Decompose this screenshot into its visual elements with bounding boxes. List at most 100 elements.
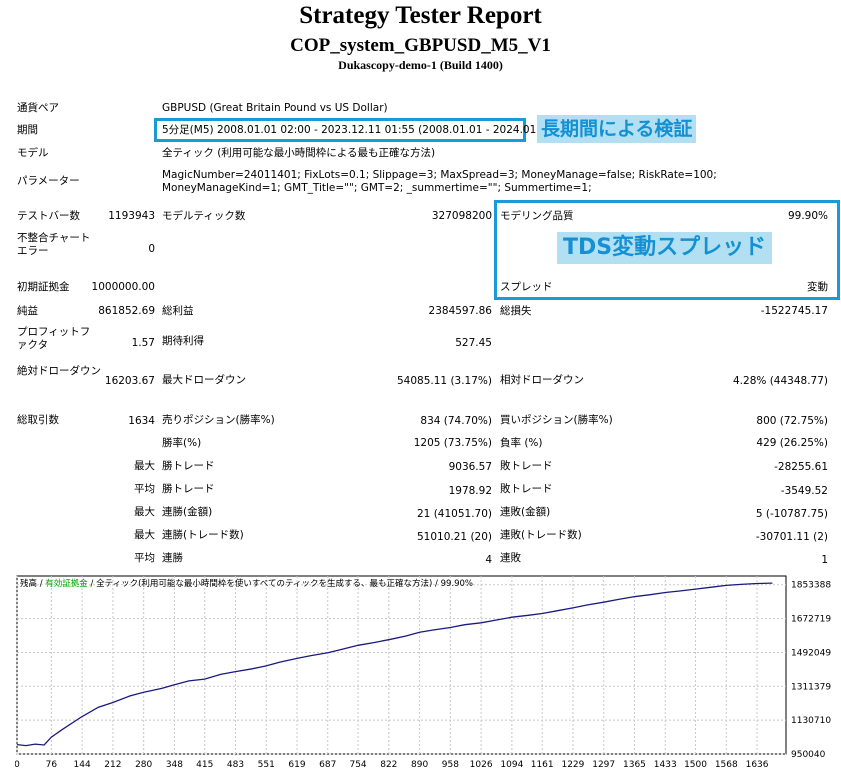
max-consecutive-wins-value: 21 (41051.70) [417, 508, 492, 520]
y-tick-label: 1492049 [791, 648, 831, 658]
chart-legend: 残高 / 有効証拠金 / 全ティック(利用可能な最小時間枠を使いすべてのティック… [20, 577, 473, 589]
long-positions-value: 800 (72.75%) [756, 415, 828, 427]
spread-label: スプレッド [500, 281, 553, 293]
row-avg-label: 平均 [134, 483, 155, 495]
report-subtitle: COP_system_GBPUSD_M5_V1 [290, 35, 551, 56]
row-max-label-3: 最大 [134, 529, 155, 541]
x-tick-label: 1568 [715, 760, 738, 770]
gross-loss-value: -1522745.17 [760, 305, 828, 317]
x-tick-label: 1161 [531, 760, 554, 770]
short-positions-value: 834 (74.70%) [420, 415, 492, 427]
absolute-drawdown-label: 絶対ドローダウン [17, 365, 101, 377]
gross-profit-label: 総利益 [162, 305, 194, 317]
max-consecutive-profit-value: 51010.21 (20) [417, 531, 492, 543]
bars-value: 1193943 [108, 210, 155, 222]
avg-loss-label: 敗トレード [500, 483, 553, 495]
avg-win-value: 1978.92 [448, 485, 492, 497]
gross-profit-value: 2384597.86 [428, 305, 492, 317]
x-tick-label: 212 [104, 760, 121, 770]
y-tick-label: 1311379 [791, 682, 831, 692]
x-tick-label: 144 [74, 760, 91, 770]
largest-win-value: 9036.57 [448, 461, 492, 473]
total-trades-value: 1634 [128, 415, 155, 427]
x-tick-label: 1433 [654, 760, 677, 770]
report-title: Strategy Tester Report [299, 2, 542, 29]
x-tick-label: 1094 [500, 760, 523, 770]
x-tick-label: 687 [319, 760, 336, 770]
row-max-label-2: 最大 [134, 506, 155, 518]
legend-margin: 有効証拠金 [45, 579, 88, 589]
model-value: 全ティック (利用可能な最小時間枠による最も正確な方法) [162, 147, 436, 159]
max-consecutive-loss-label: 連敗(トレード数) [500, 529, 582, 541]
legend-model: 全ティック(利用可能な最小時間枠を使いすべてのティックを生成する、最も正確な方法… [96, 579, 433, 589]
ticks-value: 327098200 [431, 210, 492, 222]
avg-consecutive-wins-label: 連勝 [162, 552, 183, 564]
balance-line [16, 582, 773, 747]
win-rate-label: 勝率(%) [162, 437, 202, 449]
x-tick-label: 958 [442, 760, 459, 770]
avg-win-label: 勝トレード [162, 483, 215, 495]
win-rate-value: 1205 (73.75%) [413, 437, 492, 449]
row-max-label: 最大 [134, 460, 155, 472]
spread-annotation: TDS変動スプレッド [557, 232, 773, 264]
legend-separator: / [87, 579, 97, 589]
net-profit-label: 純益 [17, 305, 38, 317]
relative-drawdown-value: 4.28% (44348.77) [733, 375, 828, 387]
long-positions-label: 買いポジション(勝率%) [500, 414, 613, 426]
y-tick-label: 1672719 [791, 615, 831, 625]
parameters-value: MagicNumber=24011401; FixLots=0.1; Slipp… [162, 169, 717, 194]
largest-loss-label: 敗トレード [500, 460, 553, 472]
x-tick-label: 1026 [470, 760, 493, 770]
legend-separator: / [37, 579, 46, 589]
balance-chart: 0 76 144 212 280 348 415 483 551 619 687 754 822 890 9… [15, 574, 841, 775]
largest-loss-value: -28255.61 [774, 461, 828, 473]
server-name: Dukascopy-demo-1 (Build 1400) [338, 58, 503, 72]
period-annotation: 長期間による検証 [537, 115, 697, 143]
absolute-drawdown-value: 16203.67 [104, 375, 155, 387]
x-tick-label: 280 [135, 760, 152, 770]
symbol-label: 通貨ペア [17, 102, 59, 114]
profit-factor-label: プロフィットファクタ [17, 326, 91, 351]
x-tick-label: 822 [380, 760, 397, 770]
x-tick-label: 1500 [684, 760, 707, 770]
x-tick-label: 415 [196, 760, 213, 770]
x-tick-label: 76 [46, 760, 58, 770]
loss-rate-value: 429 (26.25%) [756, 437, 828, 449]
avg-consecutive-wins-value: 4 [485, 554, 492, 566]
balance-chart-svg: 0 76 144 212 280 348 415 483 551 619 687 754 822 890 9… [15, 575, 831, 770]
x-tick-label: 1365 [623, 760, 646, 770]
model-label: モデル [17, 147, 49, 159]
parameters-label: パラメーター [17, 175, 80, 187]
spread-value: 変動 [807, 281, 828, 293]
deposit-value: 1000000.00 [91, 281, 155, 293]
net-profit-value: 861852.69 [98, 305, 155, 317]
max-consecutive-losses-label: 連敗(金額) [500, 506, 551, 518]
total-trades-label: 総取引数 [17, 414, 59, 426]
x-tick-label: 754 [349, 760, 366, 770]
max-drawdown-label: 最大ドローダウン [162, 374, 246, 386]
ticks-label: モデルティック数 [162, 210, 246, 222]
max-consecutive-wins-label: 連勝(金額) [162, 506, 213, 518]
row-avg-label-2: 平均 [134, 552, 155, 564]
plot-area [16, 575, 787, 755]
relative-drawdown-label: 相対ドローダウン [500, 374, 584, 386]
deposit-label: 初期証拠金 [17, 281, 70, 293]
x-tick-label: 348 [166, 760, 183, 770]
bars-label: テストバー数 [17, 210, 80, 222]
loss-rate-label: 負率 (%) [500, 437, 543, 449]
y-tick-label: 950040 [791, 750, 826, 760]
expected-payoff-value: 527.45 [455, 337, 492, 349]
max-consecutive-loss-value: -30701.11 (2) [755, 531, 828, 543]
max-consecutive-profit-label: 連勝(トレード数) [162, 529, 244, 541]
quality-value: 99.90% [787, 210, 828, 222]
spread-highlight-box [494, 200, 840, 300]
largest-win-label: 勝トレード [162, 460, 215, 472]
profit-factor-value: 1.57 [131, 337, 155, 349]
period-label: 期間 [17, 124, 38, 136]
x-tick-label: 483 [227, 760, 244, 770]
period-highlight-box [154, 118, 526, 142]
short-positions-label: 売りポジション(勝率%) [162, 414, 275, 426]
mismatch-label: 不整合チャートエラー [17, 232, 91, 257]
x-tick-label: 890 [411, 760, 428, 770]
gross-loss-label: 総損失 [500, 305, 532, 317]
